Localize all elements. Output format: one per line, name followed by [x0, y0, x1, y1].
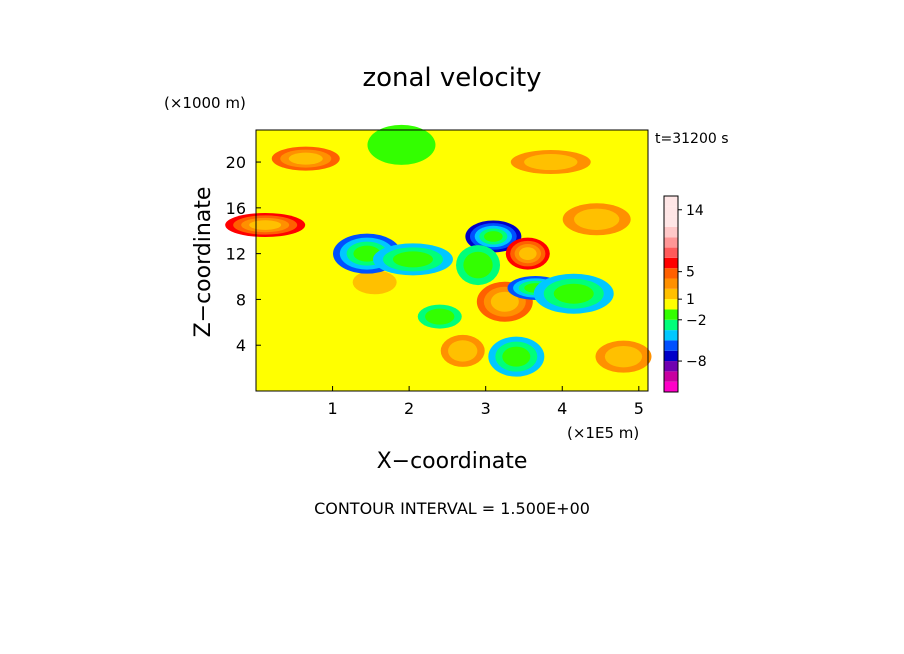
anomaly-feature [352, 270, 397, 295]
colorbar-swatch [664, 216, 678, 227]
anomaly-feature [225, 213, 306, 238]
anomaly-feature [372, 243, 453, 276]
contour-band [425, 308, 455, 325]
colorbar-label: 5 [686, 265, 695, 281]
plot-frame [255, 129, 649, 392]
y-tick-label: 4 [236, 336, 246, 355]
colorbar-label: 14 [686, 203, 704, 219]
contour-interval: CONTOUR INTERVAL = 1.500E+00 [314, 499, 590, 518]
x-scale-note: (×1E5 m) [567, 424, 639, 442]
colorbar-swatch [664, 237, 678, 248]
y-tick-label: 20 [226, 153, 246, 172]
x-axis: 1 2 3 4 5 [327, 386, 644, 418]
colorbar-swatch [664, 268, 678, 279]
x-tick-label: 1 [327, 399, 337, 418]
colorbar-frame [663, 195, 679, 393]
contour-band [352, 270, 397, 295]
colorbar-swatch [664, 361, 678, 372]
anomaly-feature [488, 336, 545, 377]
contour-band [574, 208, 620, 230]
x-tick-label: 4 [557, 399, 567, 418]
contour-band [604, 345, 643, 368]
y-tick-label: 16 [226, 199, 246, 218]
contour-band [484, 231, 503, 242]
colorbar-swatch [664, 330, 678, 341]
anomaly-feature [510, 150, 591, 175]
contour-band [367, 124, 436, 165]
colorbar-swatch [664, 247, 678, 258]
y-scale-note: (×1000 m) [164, 94, 246, 112]
colorbar-label: −2 [686, 313, 707, 329]
colorbar-swatch [664, 381, 678, 392]
anomaly-feature [367, 124, 436, 165]
anomaly-feature [595, 340, 652, 373]
contour-band [490, 291, 519, 312]
contour-band [518, 247, 537, 261]
colorbar: −8 −2 1 5 14 [663, 195, 707, 393]
anomaly-feature [417, 304, 462, 329]
chart-title: zonal velocity [362, 63, 541, 93]
colorbar-swatch [664, 309, 678, 320]
anomaly-feature [562, 203, 631, 236]
anomaly-feature [271, 146, 340, 171]
colorbar-swatch [664, 278, 678, 289]
contour-band [553, 283, 594, 304]
anomaly-feature [456, 245, 501, 286]
x-tick-label: 3 [481, 399, 491, 418]
colorbar-swatch [664, 196, 678, 207]
velocity-anomalies [225, 124, 652, 377]
x-tick-label: 5 [634, 399, 644, 418]
x-axis-label: X−coordinate [377, 449, 528, 474]
x-tick-label: 2 [404, 399, 414, 418]
y-axis: 4 8 12 16 20 [226, 153, 261, 355]
colorbar-label: −8 [686, 354, 707, 370]
contour-band [524, 154, 578, 171]
time-label: t=31200 s [655, 131, 729, 147]
anomaly-feature [533, 273, 614, 314]
contour-band [392, 251, 433, 268]
contour-band [288, 152, 323, 165]
y-tick-label: 8 [236, 290, 246, 309]
y-axis-label: Z−coordinate [191, 187, 216, 338]
colorbar-swatch [664, 350, 678, 362]
contour-band [249, 220, 282, 230]
colorbar-swatch [664, 257, 678, 269]
colorbar-swatch [664, 299, 678, 310]
anomaly-feature [505, 237, 550, 270]
contour-band [463, 251, 493, 279]
colorbar-swatch [664, 340, 678, 351]
contour-band [448, 340, 478, 362]
y-tick-label: 12 [226, 245, 246, 264]
colorbar-swatch [664, 319, 678, 331]
colorbar-swatch [664, 371, 678, 382]
colorbar-swatch [664, 226, 678, 238]
colorbar-swatch [664, 206, 678, 217]
colorbar-label: 1 [686, 292, 695, 308]
anomaly-feature [440, 334, 485, 367]
contour-band [502, 346, 531, 367]
anomaly-feature [465, 220, 522, 253]
contour-field [225, 124, 652, 392]
colorbar-swatch [664, 288, 678, 300]
